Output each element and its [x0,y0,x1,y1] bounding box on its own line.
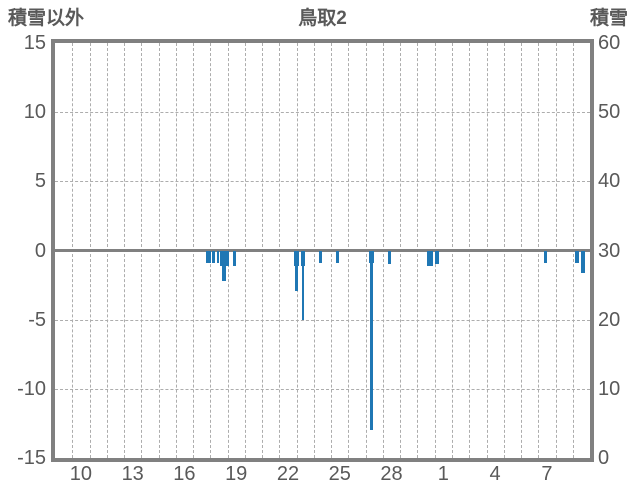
bar [387,250,391,265]
left-tick-label: 15 [23,32,46,54]
x-tick-label: 10 [69,463,93,485]
bar [336,250,339,263]
bar [297,250,299,266]
left-tick-label: -10 [17,377,46,400]
bar [575,250,580,263]
x-tick-label: 22 [276,463,300,485]
right-axis-title: 積雪 [589,8,628,29]
x-tick-label: 1 [437,463,449,485]
left-tick-label: -5 [28,308,46,331]
left-axis-title: 積雪以外 [8,8,85,29]
bar [544,250,548,263]
bar [301,250,302,266]
right-tick-label: 20 [598,308,621,331]
right-tick-label: 60 [598,32,621,54]
bar [373,250,375,263]
left-tick-label: 5 [34,170,46,193]
bar [222,250,226,281]
left-tick-label: 0 [34,239,46,262]
bar-series [55,43,590,458]
value-gridline [55,181,590,183]
right-tick-label: 30 [598,239,621,262]
value-gridline [55,388,590,390]
x-tick-label: 19 [225,463,248,485]
x-tick-label: 28 [380,463,403,485]
chart-title: 鳥取2 [298,8,347,29]
bar [435,250,439,265]
bar [369,250,371,263]
bar [319,250,322,263]
right-tick-label: 40 [598,170,621,193]
bar [294,250,296,266]
bar [295,250,298,291]
right-tick-label: 10 [598,377,621,400]
bar [304,250,306,266]
bar [370,250,373,431]
zero-axis-line [55,249,590,252]
x-tick-label: 13 [121,463,144,485]
left-tick-label: 10 [23,101,46,124]
x-tick-label: 16 [173,463,196,485]
x-tick-label: 25 [328,463,351,485]
plot-area [55,43,590,458]
value-gridline [55,319,590,321]
right-tick-label: 0 [598,447,610,469]
x-tick-label: 4 [489,463,501,485]
bar [217,250,219,263]
bar [302,250,305,320]
left-tick-label: -15 [17,447,46,469]
bar [212,250,216,263]
bar [232,250,236,266]
bar [220,250,222,266]
bar [205,250,211,263]
x-tick-label: 7 [541,463,553,485]
value-gridline [55,112,590,114]
right-tick-label: 50 [598,101,621,124]
bar [580,250,585,273]
bar [426,250,433,266]
bar [226,250,230,266]
